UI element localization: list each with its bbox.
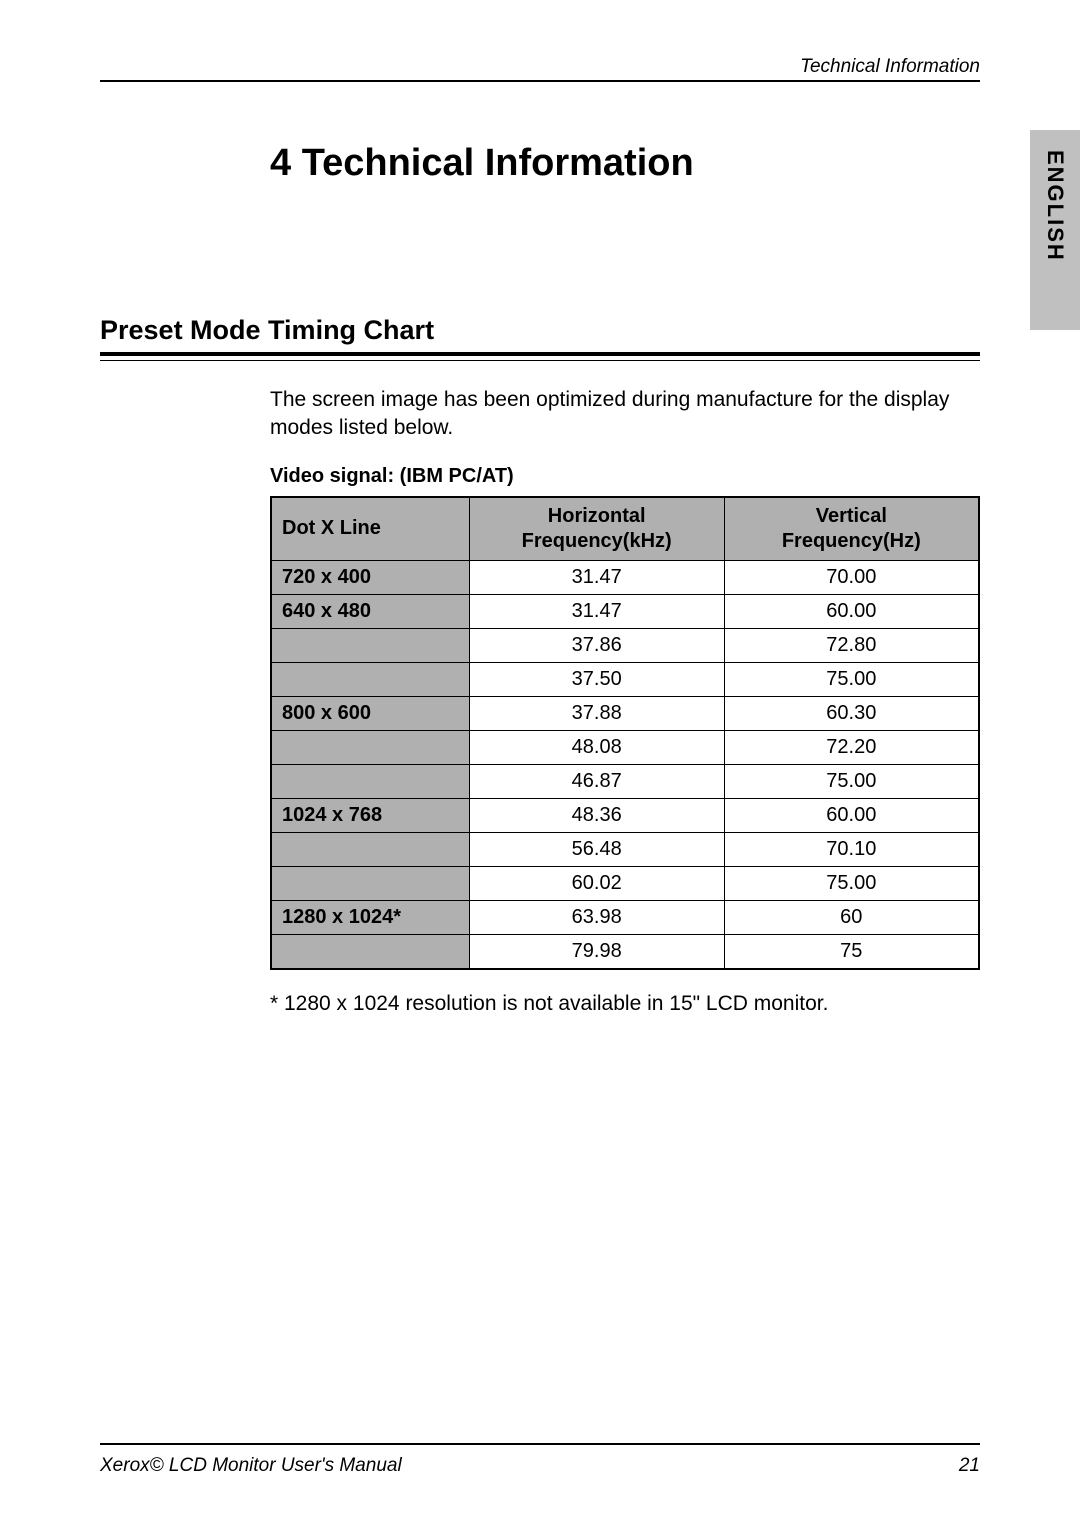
section-rule	[100, 352, 980, 361]
cell-h: 37.86	[469, 628, 724, 662]
cell-v: 70.00	[724, 560, 979, 594]
cell-res	[271, 764, 469, 798]
cell-v: 60	[724, 900, 979, 934]
timing-table: Dot X Line Horizontal Frequency(kHz) Ver…	[270, 496, 980, 970]
col-header-vertical: Vertical Frequency(Hz)	[724, 497, 979, 561]
cell-h: 48.36	[469, 798, 724, 832]
footer-page-number: 21	[959, 1455, 980, 1477]
section-title: Preset Mode Timing Chart	[100, 315, 980, 346]
cell-res: 640 x 480	[271, 594, 469, 628]
cell-v: 60.00	[724, 798, 979, 832]
cell-h: 79.98	[469, 934, 724, 969]
cell-v: 60.30	[724, 696, 979, 730]
table-row: 640 x 48031.4760.00	[271, 594, 979, 628]
cell-v: 60.00	[724, 594, 979, 628]
cell-h: 37.88	[469, 696, 724, 730]
col-header-text: Vertical	[816, 505, 887, 527]
col-header-dotline: Dot X Line	[271, 497, 469, 561]
cell-res	[271, 934, 469, 969]
cell-h: 37.50	[469, 662, 724, 696]
cell-v: 72.80	[724, 628, 979, 662]
table-row: 800 x 60037.8860.30	[271, 696, 979, 730]
cell-h: 60.02	[469, 866, 724, 900]
table-row: 37.5075.00	[271, 662, 979, 696]
cell-h: 46.87	[469, 764, 724, 798]
col-header-text: Horizontal	[548, 505, 646, 527]
cell-res: 800 x 600	[271, 696, 469, 730]
cell-h: 31.47	[469, 594, 724, 628]
table-row: 60.0275.00	[271, 866, 979, 900]
cell-h: 63.98	[469, 900, 724, 934]
table-row: 1024 x 76848.3660.00	[271, 798, 979, 832]
cell-v: 75.00	[724, 662, 979, 696]
col-header-text: Frequency(Hz)	[782, 530, 921, 552]
cell-v: 70.10	[724, 832, 979, 866]
footer-manual-title: Xerox© LCD Monitor User's Manual	[100, 1455, 402, 1477]
table-row: 79.9875	[271, 934, 979, 969]
cell-res: 1280 x 1024*	[271, 900, 469, 934]
table-row: 1280 x 1024*63.9860	[271, 900, 979, 934]
cell-res: 1024 x 768	[271, 798, 469, 832]
table-body: 720 x 40031.4770.00 640 x 48031.4760.00 …	[271, 560, 979, 969]
col-header-horizontal: Horizontal Frequency(kHz)	[469, 497, 724, 561]
signal-label: Video signal: (IBM PC/AT)	[270, 465, 980, 488]
table-row: 46.8775.00	[271, 764, 979, 798]
cell-h: 48.08	[469, 730, 724, 764]
header-section-label: Technical Information	[790, 56, 980, 78]
cell-v: 75.00	[724, 866, 979, 900]
footnote: * 1280 x 1024 resolution is not availabl…	[270, 992, 980, 1016]
table-row: 48.0872.20	[271, 730, 979, 764]
table-row: 720 x 40031.4770.00	[271, 560, 979, 594]
cell-res	[271, 662, 469, 696]
col-header-text: Dot X Line	[282, 517, 381, 539]
cell-res: 720 x 400	[271, 560, 469, 594]
cell-res	[271, 866, 469, 900]
top-rule	[100, 80, 980, 82]
page-container: Technical Information ENGLISH 4 Technica…	[0, 0, 1080, 1532]
cell-res	[271, 730, 469, 764]
cell-v: 75.00	[724, 764, 979, 798]
language-tab-text: ENGLISH	[1042, 150, 1068, 262]
cell-v: 75	[724, 934, 979, 969]
cell-res	[271, 832, 469, 866]
intro-text: The screen image has been optimized duri…	[270, 386, 980, 443]
cell-res	[271, 628, 469, 662]
body-block: The screen image has been optimized duri…	[270, 386, 980, 1016]
page-footer: Xerox© LCD Monitor User's Manual 21	[100, 1443, 980, 1477]
cell-h: 56.48	[469, 832, 724, 866]
col-header-text: Frequency(kHz)	[522, 530, 672, 552]
chapter-title: 4 Technical Information	[270, 142, 980, 185]
language-tab: ENGLISH	[1030, 130, 1080, 330]
cell-v: 72.20	[724, 730, 979, 764]
table-header-row: Dot X Line Horizontal Frequency(kHz) Ver…	[271, 497, 979, 561]
cell-h: 31.47	[469, 560, 724, 594]
table-row: 56.4870.10	[271, 832, 979, 866]
table-row: 37.8672.80	[271, 628, 979, 662]
